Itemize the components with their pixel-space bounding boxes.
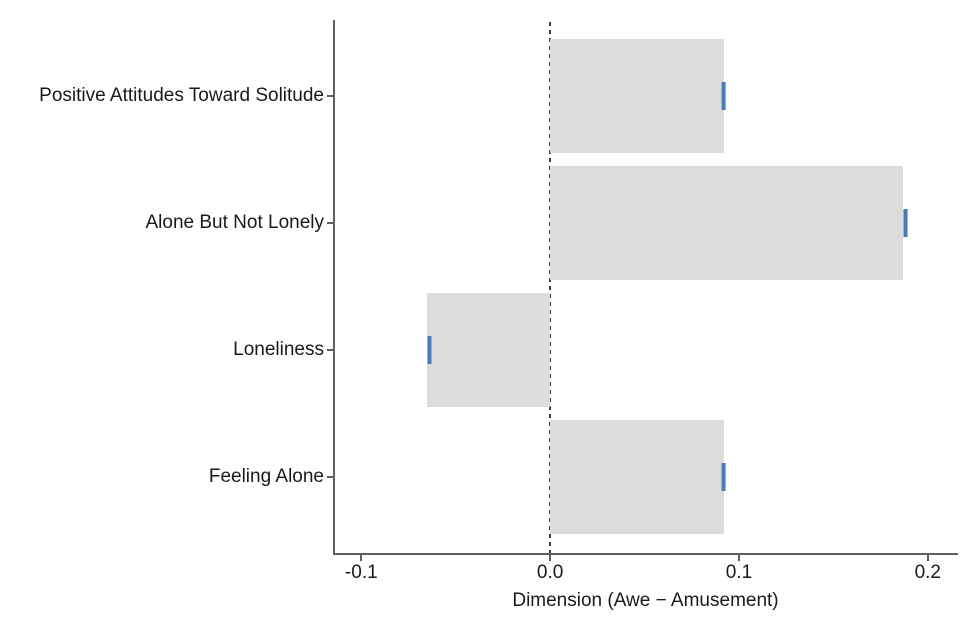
point-estimate-marker [721,82,727,111]
y-axis-tick [327,475,333,478]
bar [550,39,724,154]
x-axis-line [333,553,958,555]
x-axis-tick [738,555,740,561]
category-label: Positive Attitudes Toward Solitude [39,85,324,107]
y-axis-tick [327,95,333,98]
zero-dashed-reference-line [549,22,551,553]
y-axis-tick [327,349,333,351]
x-axis-tick [549,555,552,561]
y-axis-tick [327,222,333,224]
x-axis-tick [360,555,363,561]
x-tick-label: 0.1 [725,562,753,583]
point-estimate-marker [902,209,908,237]
x-tick-label: 0.0 [536,562,564,583]
bar [550,166,904,280]
bar [550,419,724,534]
category-label: Feeling Alone [208,465,324,487]
point-estimate-marker [426,336,432,364]
y-axis-line [333,20,335,555]
category-label: Loneliness [233,339,324,360]
point-estimate-marker [721,462,727,491]
x-tick-label: -0.1 [344,562,378,583]
x-tick-label: 0.2 [914,562,941,583]
x-axis-tick [926,555,929,561]
bar [427,293,551,407]
x-axis-title: Dimension (Awe − Amusement) [512,590,779,611]
category-label: Alone But Not Lonely [145,212,324,233]
